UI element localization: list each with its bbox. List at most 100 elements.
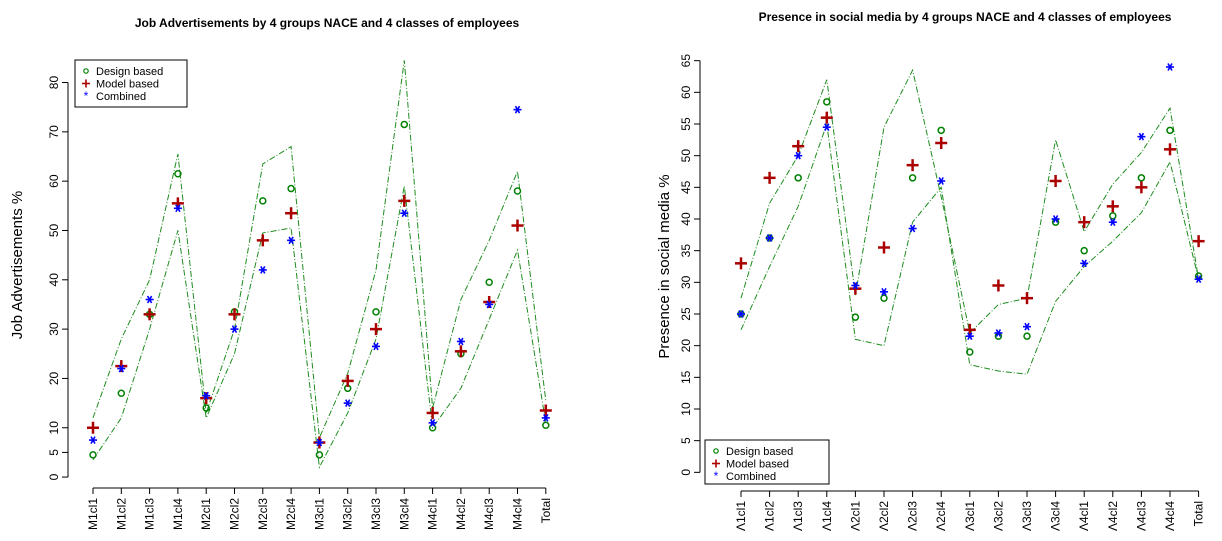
chart-panel-2: Presence in social media by 4 groups NAC… [656,10,1206,531]
x-tick-label: Λ3cl3 [1020,501,1034,531]
data-point-c [514,105,521,114]
data-point-c [1024,322,1030,331]
data-point [1023,332,1031,340]
legend-marker: * [714,469,719,483]
y-tick-label: 0 [47,473,61,480]
data-point [937,126,945,135]
data-point [541,414,550,422]
data-point [1135,181,1148,194]
y-tick-label: 45 [679,180,693,194]
legend-box [704,439,830,485]
data-point [372,308,380,316]
y-tick-label: 30 [47,322,61,336]
data-point-c [203,391,209,400]
data-point-c [909,224,916,233]
series-plus [87,194,552,449]
data-point [792,140,805,153]
data-point [200,392,213,405]
data-point-c [486,300,492,309]
y-tick-label: 35 [679,244,693,258]
data-point [258,266,267,274]
legend-marker [713,448,719,454]
x-tick-label: Λ2cl4 [934,501,948,531]
x-tick-label: Λ1cl4 [820,501,834,531]
data-point [343,399,352,407]
data-point [202,391,211,400]
data-point [1023,322,1031,331]
data-point-c [429,418,436,427]
data-point-c [1110,218,1116,227]
data-point [735,257,747,270]
data-point-c [458,337,464,346]
x-tick-label: M4cl1 [426,498,440,530]
x-tick-label: Λ4cl2 [1106,501,1120,531]
y-tick-label: 20 [679,339,693,353]
data-point-c [852,281,859,290]
x-tick-label: M2cl2 [228,498,242,530]
x-tick-label: M2cl3 [256,498,270,530]
data-point [285,207,298,220]
data-point-c [118,364,124,373]
data-point-c [795,151,801,160]
data-point [454,345,467,358]
y-tick-label: 60 [679,85,693,99]
x-tick-label: Λ2cl2 [877,501,891,531]
data-point [878,241,890,254]
data-point [370,323,382,336]
data-point [89,451,97,459]
legend-entry: Combined [96,91,146,103]
data-point [228,308,241,321]
legend-entry: Design based [726,446,793,458]
y-tick-label: 10 [47,421,61,435]
data-point-c [1167,63,1173,71]
y-tick-label: 40 [679,212,693,226]
x-tick-label: M3cl3 [369,498,383,530]
x-tick-label: Λ3cl4 [1049,501,1063,531]
data-point [400,209,409,218]
data-point [259,197,267,205]
data-point-c [543,414,549,422]
series-asterisk [737,63,1203,341]
data-point [1194,275,1203,284]
data-point-c [90,436,96,444]
x-tick-label: M4cl2 [454,498,468,530]
x-tick-label: M3cl1 [312,498,326,530]
x-tick-label: Λ2cl1 [848,501,862,531]
x-tick-label: Λ1cl2 [763,501,777,531]
data-point [341,374,354,387]
data-point [1109,212,1117,220]
data-point [117,389,126,397]
x-tick-label: M2cl4 [284,498,298,530]
x-tick-label: Λ3cl1 [963,501,977,531]
data-point-c [1138,132,1145,141]
data-point [966,348,974,356]
data-point [1049,175,1062,187]
data-point [823,98,831,106]
data-point [935,137,948,149]
data-point-c [231,325,238,333]
data-point [994,329,1003,337]
data-point [794,151,803,160]
legend-entry: Combined [726,471,776,483]
data-point [880,287,888,296]
data-point-c [938,177,944,185]
band-upper-line [740,68,1200,335]
data-point-c [373,342,379,351]
data-point [115,360,128,373]
data-point [428,424,437,432]
data-point [851,281,860,290]
data-point [1080,259,1089,268]
data-point [173,204,182,213]
series-circle [737,98,1203,356]
data-point [428,418,437,427]
legend-marker [83,68,89,74]
data-point-c [995,329,1002,337]
data-point-c [401,209,407,218]
data-point [87,421,99,434]
y-tick-label: 80 [47,76,61,90]
data-point [485,300,494,309]
data-point [1108,218,1117,227]
